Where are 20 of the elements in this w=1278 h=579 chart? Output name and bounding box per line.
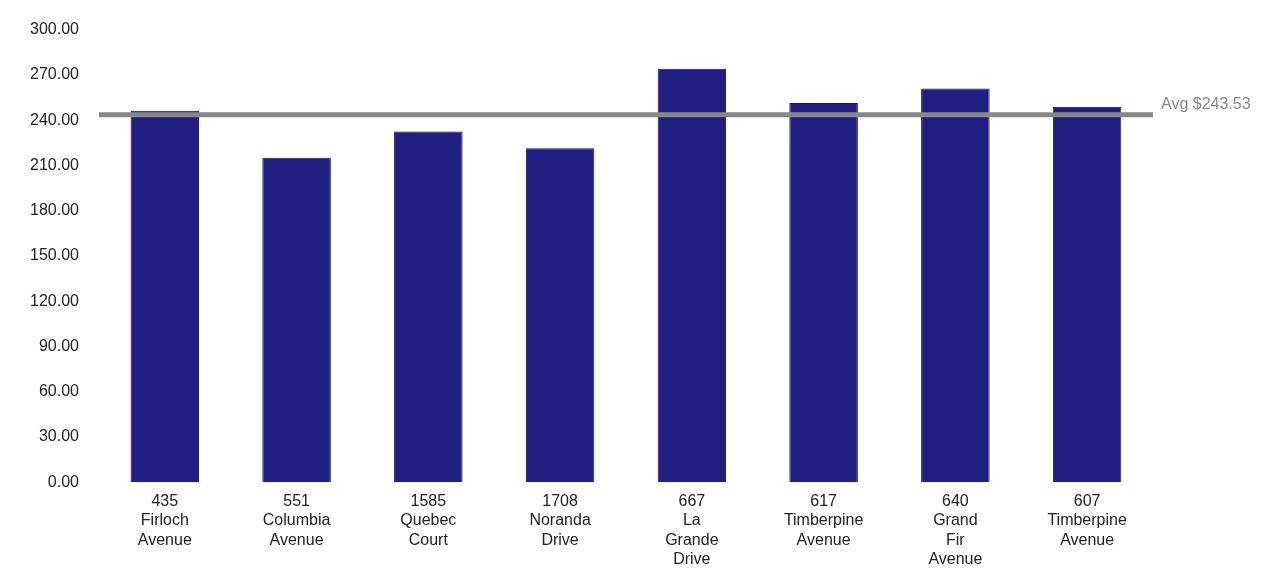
y-tick-label: 150.00 [30, 246, 80, 264]
y-tick-label: 90.00 [38, 336, 80, 354]
x-tick-label: 551 Columbia Avenue [262, 492, 331, 548]
y-tick-label: 270.00 [30, 65, 80, 83]
x-tick-label: 640 Grand Fir Avenue [928, 492, 983, 567]
x-tick-label: 607 Timberpine Avenue [1047, 492, 1127, 548]
y-tick-label: 240.00 [30, 110, 80, 128]
x-tick-label: 667 La Grande Drive [665, 492, 719, 567]
y-tick-label: 180.00 [30, 201, 80, 219]
x-tick-label: 435 Firloch Avenue [137, 492, 192, 548]
y-tick-label: 60.00 [38, 382, 80, 400]
x-tick-label: 1708 Noranda Drive [529, 492, 591, 548]
x-tick-label: 617 Timberpine Avenue [783, 492, 864, 548]
y-tick-label: 120.00 [30, 291, 80, 309]
y-tick-label: 30.00 [38, 427, 80, 445]
y-tick-label: 300.00 [30, 20, 80, 38]
x-tick-label: 1585 Quebec Court [400, 492, 457, 548]
y-tick-label: 0.00 [47, 472, 80, 490]
y-tick-label: 210.00 [30, 155, 80, 173]
ref-line-label: Avg $243.53 [1161, 95, 1251, 113]
